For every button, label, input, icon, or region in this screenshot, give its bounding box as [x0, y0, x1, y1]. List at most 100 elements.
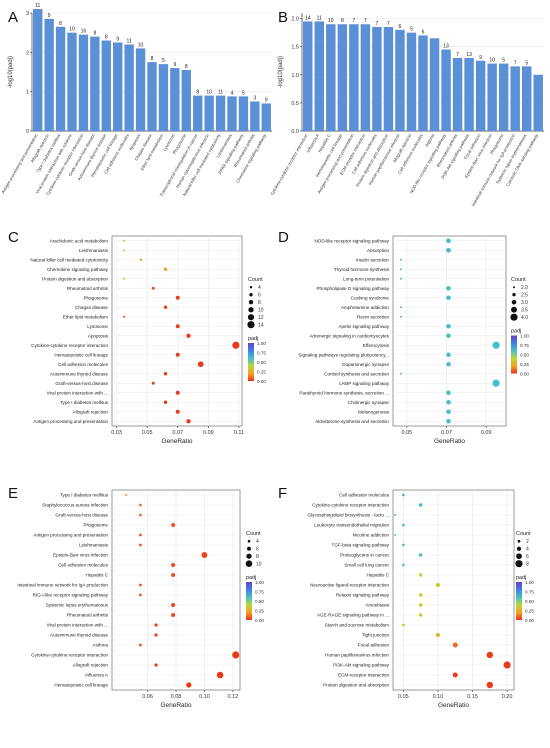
count-legend-dot — [249, 285, 253, 289]
data-point — [197, 361, 204, 368]
padj-legend-label: 0.50 — [525, 599, 534, 604]
count-legend-label: 10 — [256, 562, 262, 568]
bar — [90, 36, 100, 131]
category-label: Chagas disease — [75, 305, 108, 310]
category-label: Phagosome — [83, 523, 108, 528]
category-label: Aldosterone synthesis and secretion — [315, 419, 389, 424]
data-point — [446, 285, 451, 291]
count-legend-label: 4 — [258, 285, 261, 291]
category-label: Ether lipid metabolism — [63, 314, 108, 319]
bar-value-label: 8 — [185, 64, 188, 70]
bar — [452, 57, 463, 132]
count-legend-dot — [512, 293, 516, 297]
bar-value-label: 4 — [231, 90, 234, 96]
category-label: Cell adhesion molecules — [58, 362, 108, 367]
data-point — [163, 267, 168, 271]
category-label: Antigen processing and presentation — [33, 419, 108, 424]
bar-value-label: 14 — [305, 15, 311, 21]
data-point — [139, 533, 142, 537]
data-point — [154, 623, 158, 627]
bar-value-label: 6 — [422, 29, 425, 35]
y-tick-label: 1.5 — [291, 45, 299, 51]
bar-value-label: 11 — [127, 38, 132, 44]
plot-area — [392, 235, 507, 427]
category-label: Long-term potentiation — [343, 276, 389, 281]
data-point — [175, 352, 180, 357]
bar — [533, 74, 543, 131]
data-point — [123, 277, 126, 280]
x-tick-label: 0.15 — [467, 694, 478, 700]
category-label: Autoimmune thyroid disease — [50, 371, 108, 376]
bar-value-label: 8 — [196, 90, 199, 96]
bar-value-label: 10 — [138, 42, 144, 48]
data-point — [139, 513, 142, 517]
bar — [227, 96, 237, 131]
category-label: Adrenergic signaling in cardiomyocytes — [309, 333, 389, 338]
data-point — [175, 324, 180, 329]
bar — [521, 66, 532, 131]
count-legend-dot — [511, 306, 517, 313]
data-point — [435, 582, 441, 588]
data-point — [151, 381, 155, 385]
panel-label: D — [278, 229, 289, 246]
panel-c: C 0.03 0.05 0.07 0.09 0.11 GeneRatio Arachidoni… — [8, 229, 266, 445]
data-point — [446, 390, 451, 396]
data-point — [446, 238, 451, 244]
count-legend-dot — [510, 313, 518, 321]
count-legend-label: 6 — [258, 293, 261, 299]
bar — [510, 66, 520, 131]
bar — [383, 27, 394, 131]
category-label: Neuroactive ligand-receptor interaction — [310, 583, 389, 588]
category-label: Allograft rejection — [73, 663, 109, 668]
count-legend-label: 2.5 — [521, 293, 528, 299]
bar — [181, 70, 191, 131]
category-label: Phospholipase D signaling pathway — [316, 286, 389, 291]
padj-legend-label: 1.00 — [525, 580, 534, 585]
count-legend-dot — [247, 539, 251, 543]
category-label: Lysosome — [87, 324, 108, 329]
category-label: Hematopoietic cell lineage — [54, 683, 108, 688]
data-point — [175, 390, 180, 395]
data-point — [201, 552, 208, 558]
data-point — [175, 295, 180, 300]
category-label: Glycosphingolipid biosynthesis - lacto .… — [308, 513, 389, 518]
data-point — [171, 523, 176, 527]
data-point — [486, 681, 494, 689]
x-tick-label: 0.20 — [502, 694, 513, 700]
padj-legend-label: 0.50 — [255, 599, 264, 604]
bar — [441, 49, 451, 131]
y-tick-label: 0.0 — [291, 129, 299, 135]
bar — [135, 48, 146, 131]
data-point — [402, 543, 405, 547]
data-point — [446, 295, 451, 301]
data-point — [163, 305, 168, 309]
category-label: AGE-RAGE signaling pathway in ... — [317, 613, 389, 618]
data-point — [154, 663, 158, 667]
x-axis-label: GeneRatio — [438, 702, 469, 709]
bar-value-label: 8 — [105, 35, 108, 41]
panel-label: A — [8, 9, 18, 26]
x-tick-label: 0.07 — [172, 430, 183, 436]
x-tick-label: 0.09 — [481, 430, 492, 436]
y-tick-label: 2 — [26, 50, 29, 56]
data-point — [418, 593, 423, 597]
bar — [204, 95, 214, 131]
data-point — [399, 268, 402, 271]
data-point — [486, 651, 494, 659]
bar-value-label: 6 — [399, 24, 402, 30]
bar — [101, 40, 111, 131]
bar-value-label: 11 — [218, 90, 223, 96]
data-point — [446, 409, 451, 415]
x-tick-label: Cytokine-cytokine receptor interaction — [269, 132, 309, 196]
count-legend-label: 8 — [258, 300, 261, 306]
plot-area — [392, 489, 515, 691]
category-label: Small cell lung cancer — [344, 563, 389, 568]
bar-value-label: 10 — [489, 58, 495, 64]
data-point — [446, 247, 451, 253]
count-legend-title: Count — [248, 277, 263, 283]
category-label: Allograft rejection — [73, 409, 109, 414]
bar — [158, 64, 169, 131]
data-point — [399, 372, 402, 375]
padj-colorbar — [248, 343, 254, 381]
category-label: Cushing syndrome — [351, 295, 390, 300]
